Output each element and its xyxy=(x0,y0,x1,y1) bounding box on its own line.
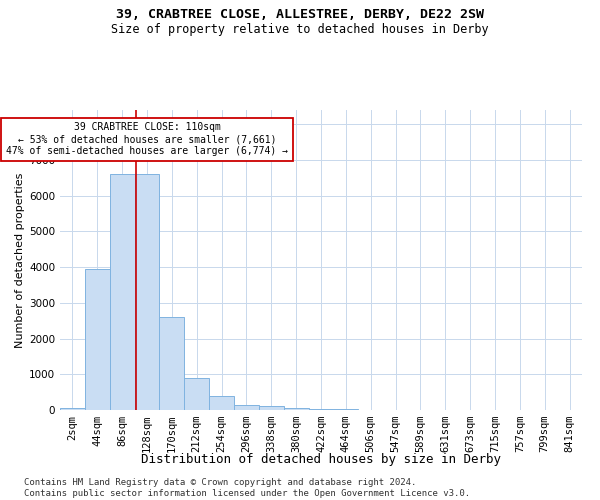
Bar xyxy=(160,317,184,410)
Bar xyxy=(110,174,134,410)
Bar xyxy=(234,404,259,410)
Text: Contains HM Land Registry data © Crown copyright and database right 2024.
Contai: Contains HM Land Registry data © Crown c… xyxy=(24,478,470,498)
Bar xyxy=(134,174,160,410)
Text: Distribution of detached houses by size in Derby: Distribution of detached houses by size … xyxy=(141,452,501,466)
Bar xyxy=(284,408,308,410)
Text: Size of property relative to detached houses in Derby: Size of property relative to detached ho… xyxy=(111,22,489,36)
Bar xyxy=(209,396,234,410)
Bar xyxy=(60,408,85,410)
Bar xyxy=(308,409,334,410)
Text: 39, CRABTREE CLOSE, ALLESTREE, DERBY, DE22 2SW: 39, CRABTREE CLOSE, ALLESTREE, DERBY, DE… xyxy=(116,8,484,20)
Bar xyxy=(85,269,110,410)
Bar xyxy=(184,378,209,410)
Bar xyxy=(259,406,284,410)
Text: 39 CRABTREE CLOSE: 110sqm
← 53% of detached houses are smaller (7,661)
47% of se: 39 CRABTREE CLOSE: 110sqm ← 53% of detac… xyxy=(6,122,288,156)
Y-axis label: Number of detached properties: Number of detached properties xyxy=(15,172,25,348)
